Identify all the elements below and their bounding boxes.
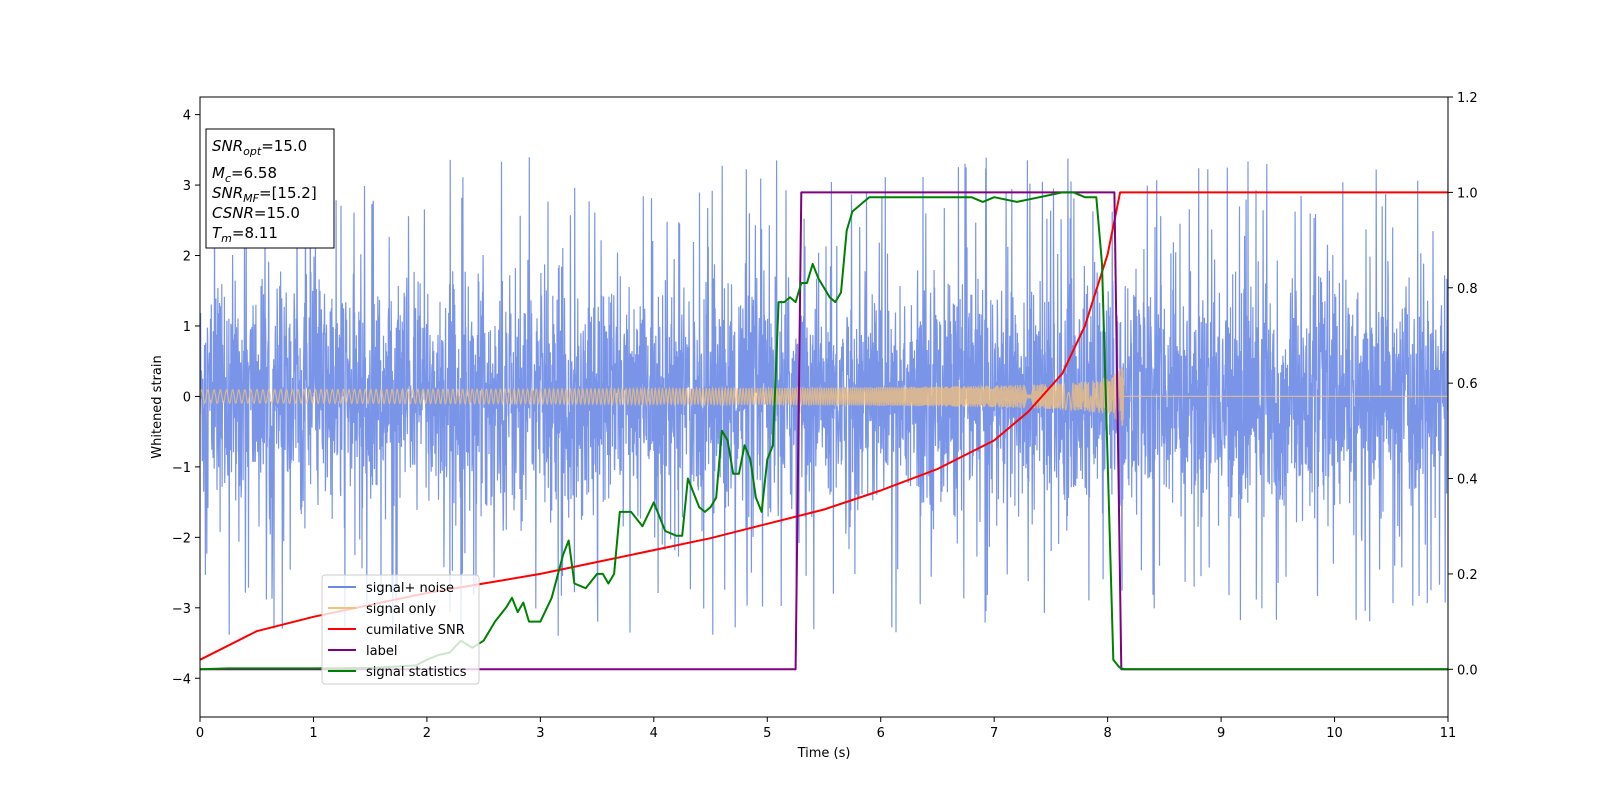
y-left-tick-label: −3 [172,602,191,617]
legend-label: signal+ noise [366,581,454,596]
legend-item-signal-statistics: signal statistics [328,665,467,680]
x-tick-label: 5 [763,726,771,741]
y-left-tick-label: 0 [183,390,191,405]
y-left-tick-label: −4 [172,672,191,687]
series-signal-noise [200,157,1448,638]
y-left-tick-label: −2 [172,531,191,546]
info-csnr: CSNR=15.0 [212,204,300,222]
y-left-tick-label: 2 [183,250,191,265]
ticks-layer: 0 1 2 3 4 5 6 7 8 9 10 11 −4 −3 −2 −1 0 1 2 3 4 0.0 0.2 0.4 0.6 0… [172,91,1478,741]
x-tick-label: 0 [196,726,204,741]
legend-label: cumilative SNR [366,623,465,638]
info-snr-mf: SNRMF=[15.2] [212,184,317,205]
x-tick-label: 10 [1326,726,1343,741]
x-tick-label: 6 [877,726,885,741]
legend-label: signal statistics [366,665,467,680]
y-right-tick-label: 0.6 [1457,377,1478,392]
series-signal-statistics [200,191,1448,671]
x-tick-label: 1 [309,726,317,741]
legend-frame [321,574,480,685]
legend: signal+ noise signal only cumilative SNR… [321,574,480,685]
y-left-tick-label: 1 [183,320,191,335]
info-box-frame [205,128,335,249]
legend-item-signal-only: signal only [328,602,436,617]
y-right-tick-label: 1.0 [1457,186,1478,201]
y-left-tick-label: 4 [183,109,191,124]
x-tick-label: 4 [650,726,658,741]
info-snr-opt: SNRopt=15.0 [212,137,307,158]
legend-label: label [366,644,397,659]
x-axis-label: Time (s) [797,746,851,761]
y-axis-label: Whitened strain [150,355,165,458]
legend-label: signal only [366,602,436,617]
y-right-tick-label: 1.2 [1457,91,1478,106]
legend-item-signal-noise: signal+ noise [328,581,454,596]
y-right-tick-label: 0.8 [1457,282,1478,297]
info-tm: Tm=8.11 [212,224,278,245]
y-right-tick-label: 0.0 [1457,663,1478,678]
legend-item-cumulative-snr: cumilative SNR [328,623,465,638]
x-tick-label: 7 [990,726,998,741]
x-tick-label: 9 [1217,726,1225,741]
x-tick-label: 11 [1440,726,1457,741]
series-signal-only [200,366,1448,427]
x-tick-label: 8 [1103,726,1111,741]
y-left-tick-label: −1 [172,461,191,476]
plot-frame [199,96,1449,718]
info-mc: Mc=6.58 [212,164,277,185]
y-right-tick-label: 0.2 [1457,568,1478,583]
info-box: SNRopt=15.0 Mc=6.58 SNRMF=[15.2] CSNR=15… [205,128,335,249]
y-right-tick-label: 0.4 [1457,473,1478,488]
legend-item-label: label [328,644,397,659]
x-tick-label: 2 [423,726,431,741]
x-tick-label: 3 [536,726,544,741]
y-left-tick-label: 3 [183,179,191,194]
